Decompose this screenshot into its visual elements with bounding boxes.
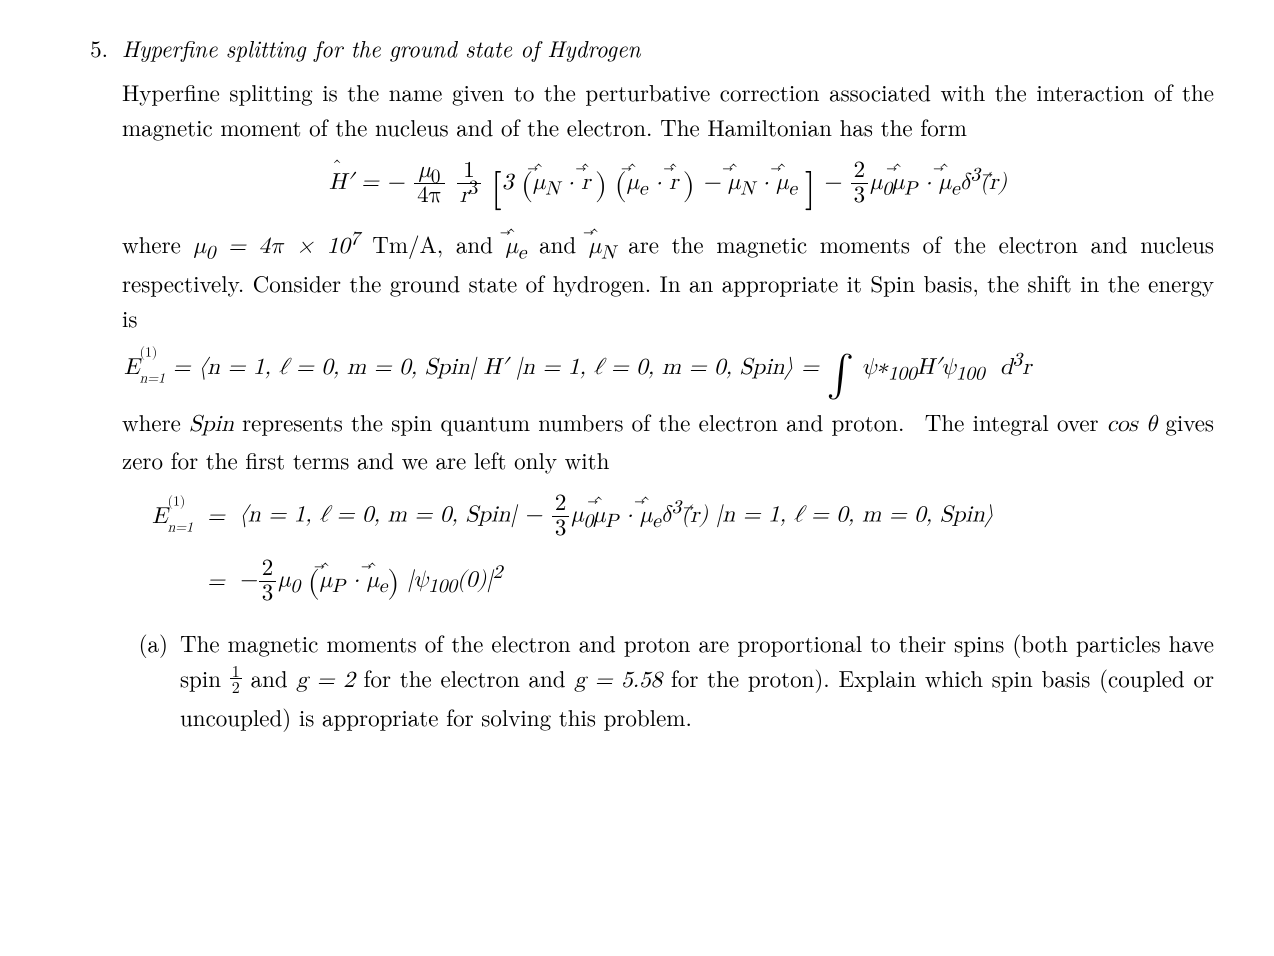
equation-aligned: E(1)n=1 = ⟨n = 1, ℓ = 0, m = 0, Spin| − …: [122, 492, 1214, 607]
problem-body: Hyperfine splitting for the ground state…: [122, 30, 1214, 735]
problem-title: Hyperfine splitting for the ground state…: [122, 31, 641, 64]
equation-energy-shift: E(1)n=1 = ⟨n = 1, ℓ = 0, m = 0, Spin| H′…: [124, 350, 1214, 386]
subpart-body: The magnetic moments of the electron and…: [180, 625, 1214, 735]
equation-hamiltonian: H′ = − μ04π 1r3 [3 (μN · r ) (μe · r ) −…: [122, 159, 1214, 208]
intro-paragraph: Hyperfine splitting is the name given to…: [122, 74, 1214, 145]
problem-number: 5.: [60, 30, 122, 735]
problem-title-line: Hyperfine splitting for the ground state…: [122, 30, 1214, 66]
after-eq2-paragraph: where Spin represents the spin quantum n…: [122, 404, 1214, 478]
subpart-label: (a): [122, 625, 180, 735]
after-eq1-paragraph: where μ0 = 4π × 107 Tm/A, and μe and μN …: [122, 226, 1214, 336]
page: 5. Hyperfine splitting for the ground st…: [0, 0, 1274, 956]
problem-5: 5. Hyperfine splitting for the ground st…: [60, 30, 1214, 735]
subpart-a: (a) The magnetic moments of the electron…: [122, 625, 1214, 735]
